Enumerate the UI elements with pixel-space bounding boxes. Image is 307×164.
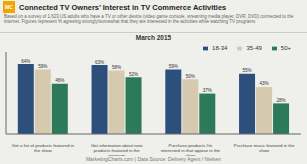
svg-text:55%: 55%: [242, 68, 251, 73]
svg-text:37%: 37%: [203, 88, 212, 93]
svg-text:50%: 50%: [186, 74, 195, 79]
html-text:March 2015: March 2015: [135, 34, 172, 41]
html-text:Connected TV Owners’ Interest: Connected TV Owners’ Interest in TV Comm…: [19, 2, 227, 12]
svg-text:59%: 59%: [38, 64, 47, 69]
svg-text:52%: 52%: [129, 72, 138, 77]
svg-text:63%: 63%: [95, 60, 104, 65]
html-text:18-34: 18-34: [212, 45, 228, 51]
html-text:MC: MC: [5, 4, 13, 10]
svg-text:46%: 46%: [55, 78, 64, 83]
svg-text:64%: 64%: [21, 59, 30, 64]
html-text:50+: 50+: [280, 45, 291, 51]
svg-text:Purchase music featured in the: Purchase music featured in theshow: [234, 143, 295, 153]
html-text:Based on a survey of 1,623 US: Based on a survey of 1,623 US adults who…: [4, 14, 294, 25]
html-text:MarketingCharts.com | Data Sou: MarketingCharts.com | Data Source: Deliv…: [85, 156, 222, 162]
html-text:35-49: 35-49: [246, 45, 262, 51]
svg-text:Get a list of products feature: Get a list of products featured inthe sh…: [12, 143, 75, 153]
svg-text:43%: 43%: [259, 81, 268, 86]
svg-text:28%: 28%: [276, 98, 285, 103]
svg-text:Purchase products I'mintereste: Purchase products I'minterested in that …: [161, 143, 221, 156]
svg-text:Get information about newprodu: Get information about newproducts featur…: [91, 143, 143, 156]
svg-text:58%: 58%: [112, 65, 121, 70]
svg-text:59%: 59%: [169, 64, 178, 69]
